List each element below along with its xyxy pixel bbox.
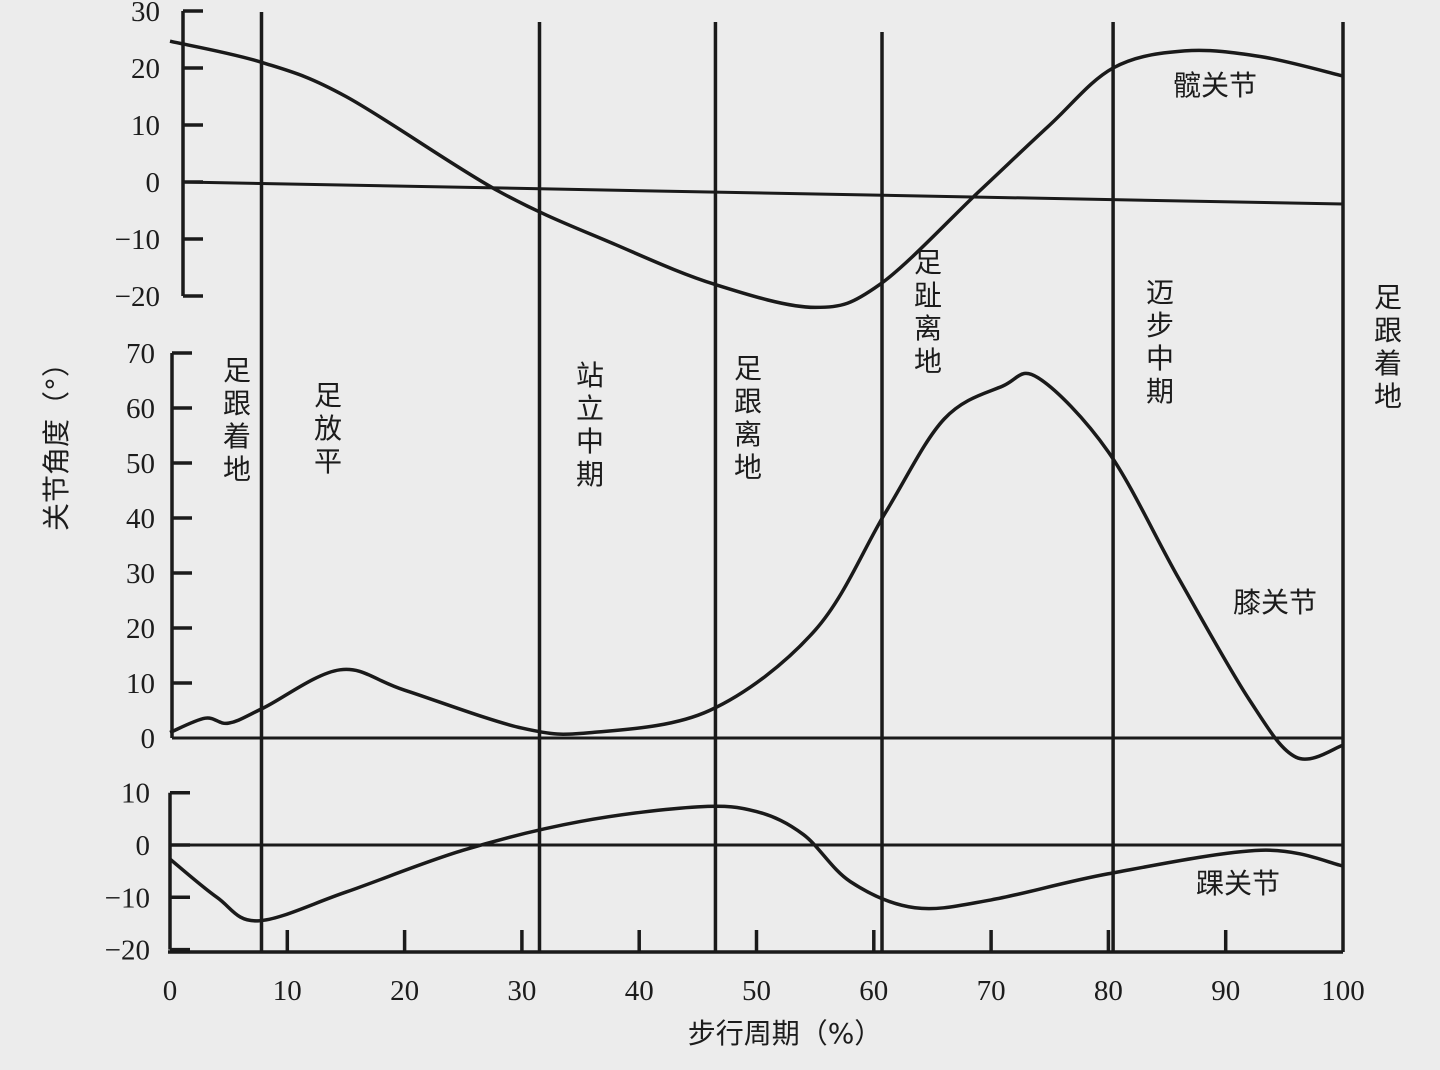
curve-ankle bbox=[168, 804, 1344, 923]
phase-label: 趾 bbox=[914, 279, 942, 312]
phase-label: 中 bbox=[1146, 342, 1174, 375]
phase-label: 站 bbox=[576, 359, 604, 392]
phase-label: 跟 bbox=[223, 387, 251, 420]
phase-label: 期 bbox=[576, 458, 604, 491]
phase-label: 足 bbox=[223, 354, 251, 387]
series-label: 髋关节 bbox=[1173, 69, 1257, 102]
phase-label: 足 bbox=[314, 379, 342, 412]
phase-label: 着 bbox=[223, 420, 251, 453]
y-tick-label: 10 bbox=[131, 110, 160, 142]
zero-line-0 bbox=[182, 180, 1344, 206]
phase-label: 足 bbox=[914, 246, 942, 279]
y-tick-label: 10 bbox=[121, 778, 150, 810]
phase-label: 步 bbox=[1146, 309, 1174, 342]
x-tick-label: 90 bbox=[1211, 975, 1240, 1007]
y-tick-label: 30 bbox=[131, 0, 160, 28]
y-tick-label: 10 bbox=[126, 668, 155, 700]
x-axis-label: 步行周期（%） bbox=[688, 1017, 883, 1050]
y-tick-label: 50 bbox=[126, 448, 155, 480]
phase-label: 足 bbox=[734, 352, 762, 385]
x-tick-label: 70 bbox=[977, 975, 1006, 1007]
phase-label: 跟 bbox=[734, 385, 762, 418]
phase-label: 迈 bbox=[1146, 276, 1174, 309]
phase-label: 地 bbox=[734, 451, 762, 484]
phase-label: 立 bbox=[576, 392, 604, 425]
phase-label: 着 bbox=[1374, 347, 1402, 380]
x-tick-label: 20 bbox=[390, 975, 419, 1007]
y-tick-label: −10 bbox=[105, 882, 150, 914]
x-tick-label: 30 bbox=[507, 975, 536, 1007]
phase-label: 足 bbox=[1374, 281, 1402, 314]
x-tick-label: 60 bbox=[859, 975, 888, 1007]
curve-hip bbox=[169, 39, 1344, 310]
y-tick-label: 0 bbox=[136, 830, 151, 862]
y-tick-label: 60 bbox=[126, 393, 155, 425]
phase-label: 离 bbox=[914, 312, 942, 345]
x-tick-label: 0 bbox=[163, 975, 178, 1007]
y-tick-label: 0 bbox=[146, 167, 161, 199]
x-tick-label: 10 bbox=[273, 975, 302, 1007]
x-tick-label: 50 bbox=[742, 975, 771, 1007]
phase-label: 地 bbox=[223, 453, 251, 486]
curve-knee bbox=[169, 371, 1344, 761]
series-label: 踝关节 bbox=[1196, 867, 1280, 900]
phase-label: 期 bbox=[1146, 375, 1174, 408]
series-label: 膝关节 bbox=[1233, 586, 1317, 619]
y-axis-label: 关节角度（°） bbox=[40, 349, 73, 531]
x-tick-label: 80 bbox=[1094, 975, 1123, 1007]
y-tick-label: −20 bbox=[105, 935, 150, 967]
phase-label: 放 bbox=[314, 412, 342, 445]
y-tick-label: 0 bbox=[141, 723, 156, 755]
phase-label: 离 bbox=[734, 418, 762, 451]
x-tick-label: 40 bbox=[625, 975, 654, 1007]
phase-label: 中 bbox=[576, 425, 604, 458]
x-tick-label: 100 bbox=[1321, 975, 1365, 1007]
y-tick-label: 20 bbox=[126, 613, 155, 645]
y-tick-label: 40 bbox=[126, 503, 155, 535]
y-tick-label: 70 bbox=[126, 338, 155, 370]
phase-label: 平 bbox=[314, 445, 342, 478]
phase-label: 跟 bbox=[1374, 314, 1402, 347]
phase-label: 地 bbox=[1374, 380, 1402, 413]
y-tick-label: −20 bbox=[115, 281, 160, 313]
y-tick-label: 20 bbox=[131, 53, 160, 85]
y-tick-label: −10 bbox=[115, 224, 160, 256]
curves bbox=[168, 39, 1344, 923]
y-tick-label: 30 bbox=[126, 558, 155, 590]
phase-label: 地 bbox=[914, 345, 942, 378]
